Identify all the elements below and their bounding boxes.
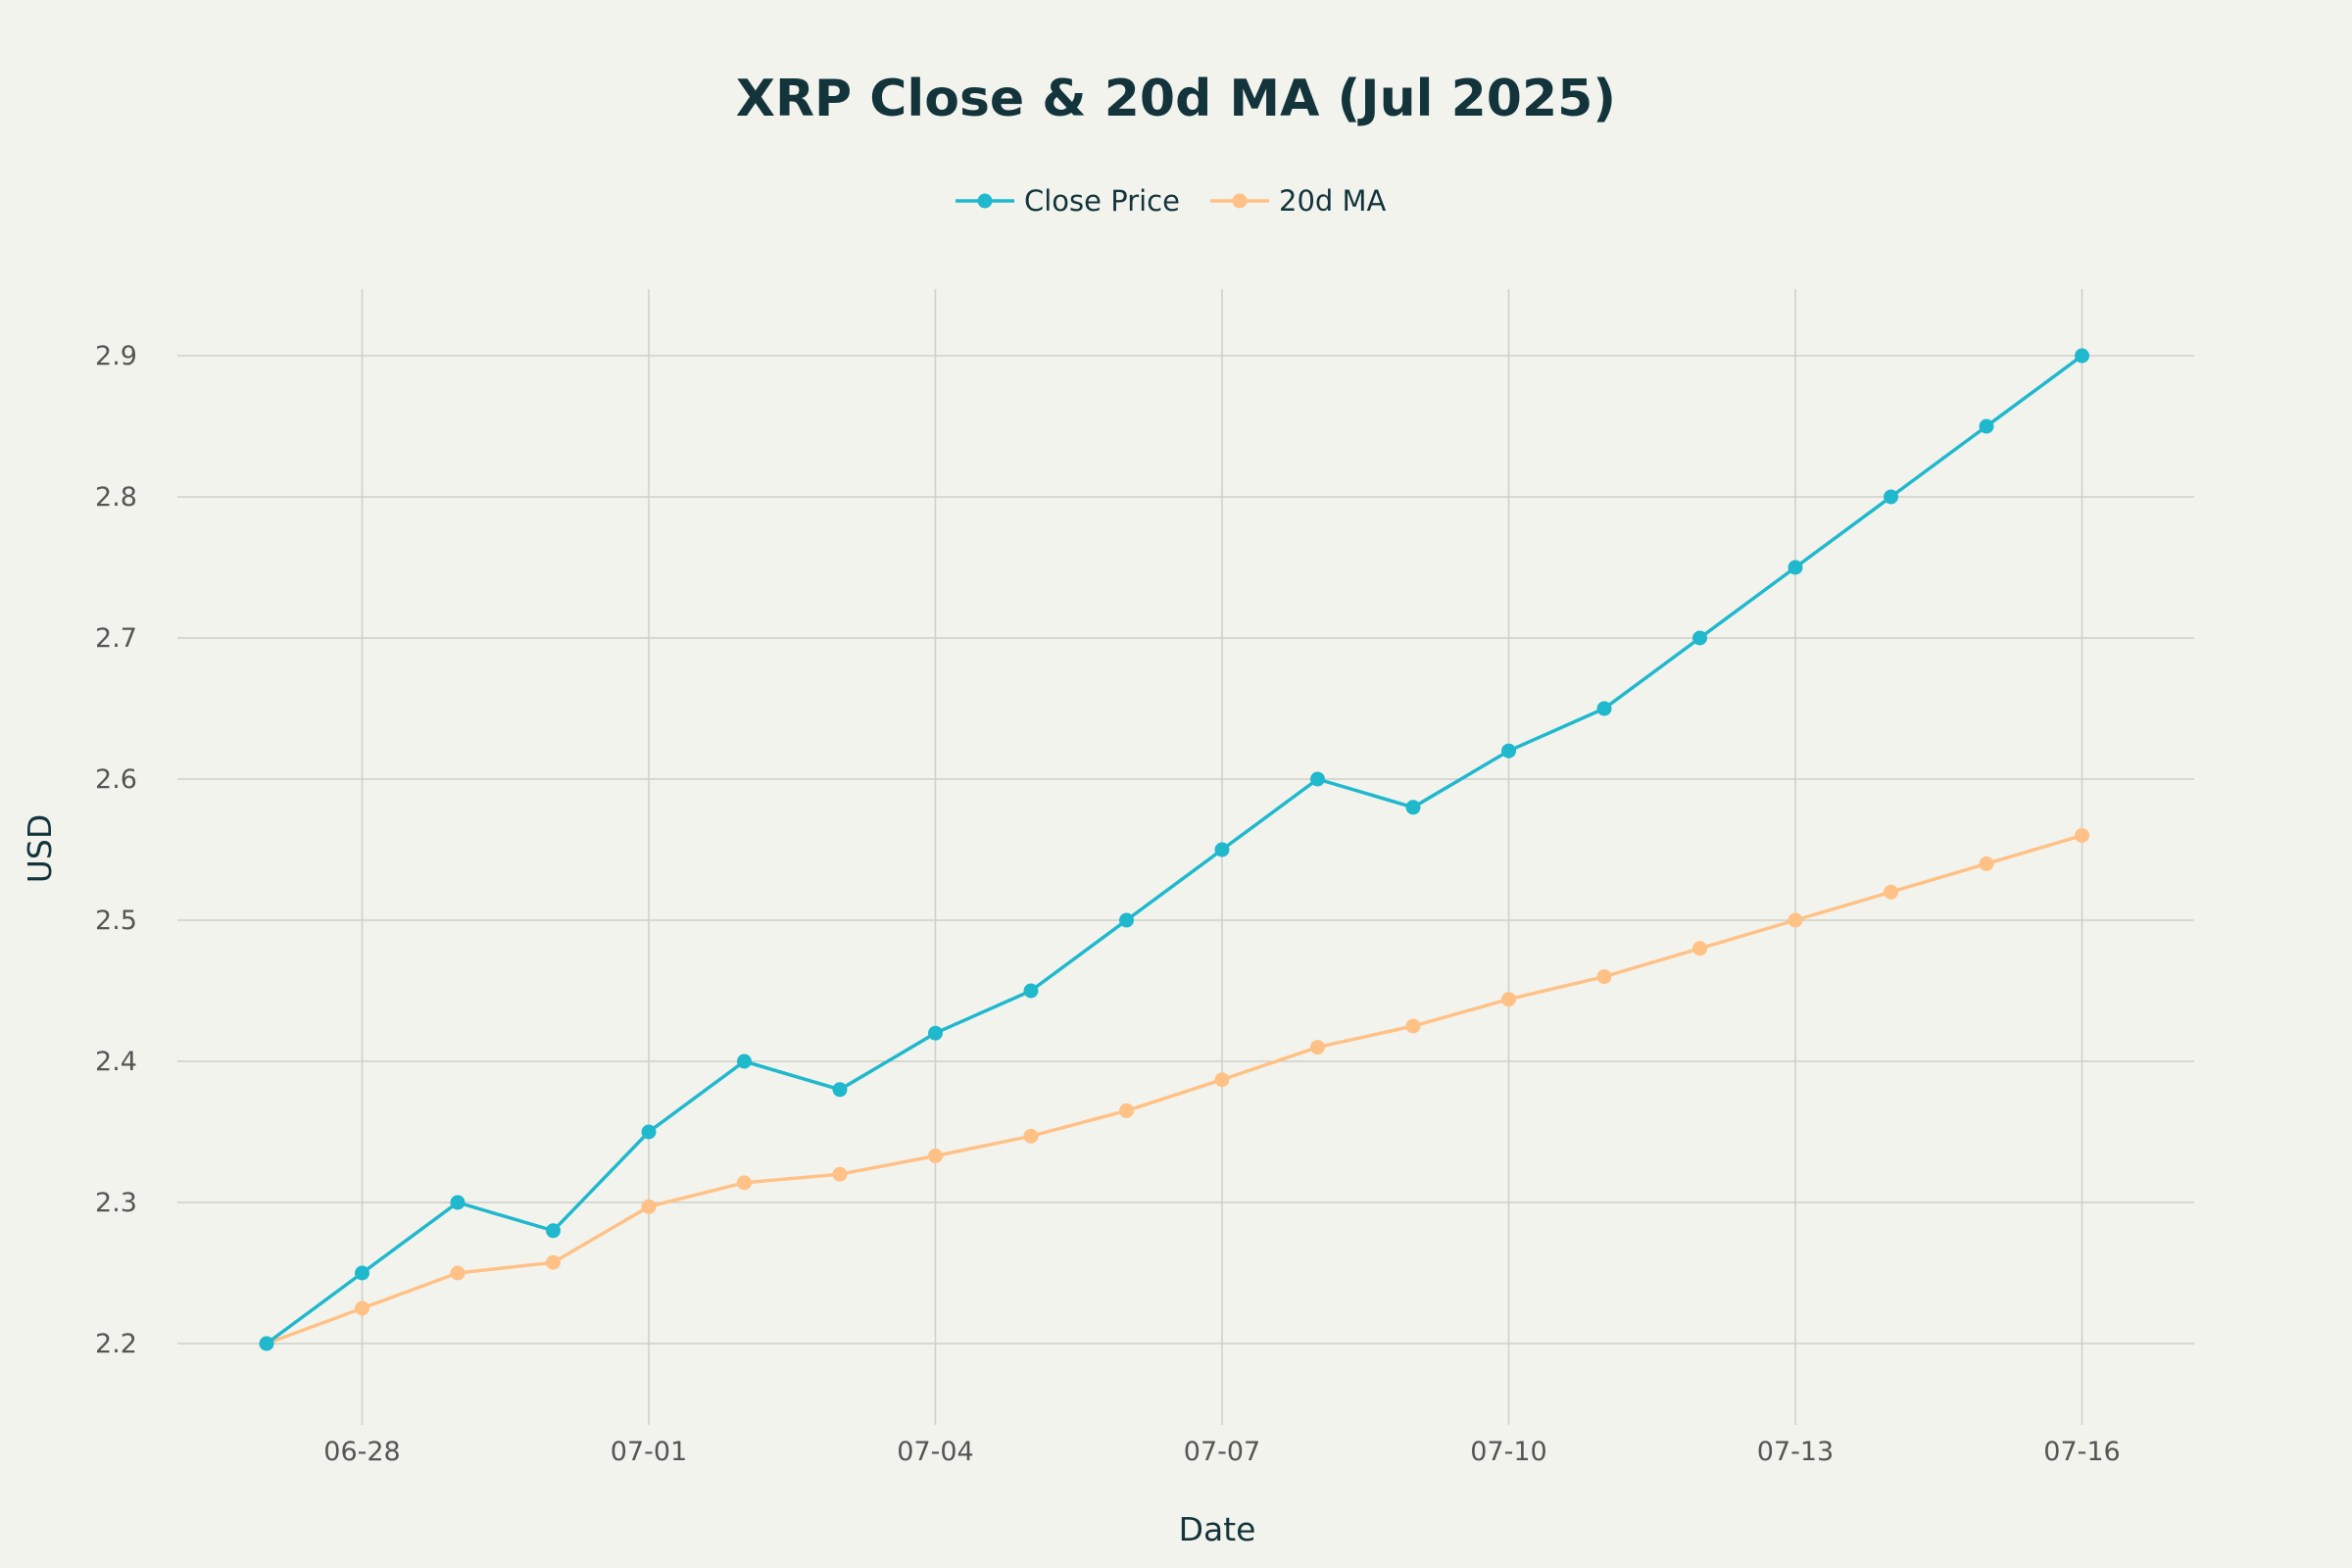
- tick-labels: 2.2 2.3 2.4 2.5 2.6 2.7 2.8 2.9 06-28 07-01 07-04 0…: [95, 341, 2121, 1467]
- data-point: [1023, 983, 1039, 999]
- series-line-20d-ma: [266, 833, 2082, 1346]
- data-point: [546, 1223, 561, 1239]
- y-tick-label: 2.5: [95, 906, 137, 936]
- x-tick-label: 07-10: [1470, 1437, 1546, 1467]
- data-point: [1884, 489, 1898, 505]
- data-point: [1501, 743, 1516, 759]
- data-point: [1119, 1102, 1134, 1118]
- data-point: [1023, 1128, 1039, 1144]
- legend-label: 20d MA: [1279, 184, 1387, 218]
- data-point: [1979, 856, 1994, 871]
- data-point: [355, 1265, 369, 1281]
- legend-marker: [1232, 193, 1248, 209]
- x-tick-label: 07-13: [1757, 1437, 1834, 1467]
- legend-label: Close Price: [1024, 184, 1180, 218]
- data-point: [2075, 348, 2089, 364]
- data-point: [1405, 1018, 1421, 1034]
- x-tick-label: 07-07: [1184, 1437, 1260, 1467]
- data-point: [1979, 418, 1994, 434]
- data-point: [355, 1300, 369, 1316]
- y-tick-label: 2.3: [95, 1188, 137, 1218]
- data-point: [1501, 992, 1516, 1007]
- data-point: [259, 1336, 274, 1351]
- y-tick-label: 2.6: [95, 764, 137, 795]
- y-tick-label: 2.2: [95, 1329, 137, 1359]
- legend-item: Close Price: [956, 184, 1180, 218]
- data-point: [641, 1124, 657, 1140]
- y-tick-label: 2.8: [95, 482, 137, 513]
- data-point: [1788, 912, 1803, 928]
- x-tick-label: 07-01: [611, 1437, 687, 1467]
- series-line-close-price: [265, 354, 2083, 1346]
- grid: [177, 289, 2194, 1425]
- x-tick-label: 07-16: [2043, 1437, 2120, 1467]
- data-point: [1692, 941, 1707, 956]
- data-point: [737, 1054, 752, 1069]
- series-layer: [259, 348, 2089, 1351]
- data-point: [450, 1195, 466, 1210]
- y-axis-title: USD: [21, 814, 59, 884]
- x-tick-label: 07-04: [897, 1437, 973, 1467]
- data-point: [1596, 969, 1612, 985]
- data-point: [832, 1166, 848, 1182]
- data-point: [546, 1254, 561, 1270]
- data-point: [1214, 1072, 1230, 1088]
- chart-title: XRP Close & 20d MA (Jul 2025): [736, 70, 1616, 128]
- data-point: [450, 1265, 466, 1281]
- x-tick-label: 06-28: [323, 1437, 400, 1467]
- data-point: [1596, 701, 1612, 716]
- y-tick-label: 2.4: [95, 1047, 137, 1077]
- data-point: [1119, 912, 1134, 928]
- data-point: [737, 1175, 752, 1191]
- data-point: [1884, 884, 1898, 900]
- data-point: [928, 1148, 943, 1163]
- data-point: [641, 1199, 657, 1214]
- data-point: [1214, 842, 1230, 858]
- legend: Close Price 20d MA: [956, 184, 1387, 218]
- data-point: [1788, 560, 1803, 575]
- data-point: [1692, 630, 1707, 646]
- data-point: [1310, 771, 1325, 787]
- x-axis-title: Date: [1179, 1510, 1256, 1548]
- y-tick-label: 2.7: [95, 623, 137, 654]
- data-point: [1405, 800, 1421, 815]
- data-point: [928, 1025, 943, 1041]
- data-point: [1310, 1040, 1325, 1055]
- legend-marker: [977, 193, 993, 209]
- y-tick-label: 2.9: [95, 341, 137, 371]
- data-point: [832, 1082, 848, 1098]
- legend-item: 20d MA: [1210, 184, 1387, 218]
- data-point: [2075, 828, 2089, 844]
